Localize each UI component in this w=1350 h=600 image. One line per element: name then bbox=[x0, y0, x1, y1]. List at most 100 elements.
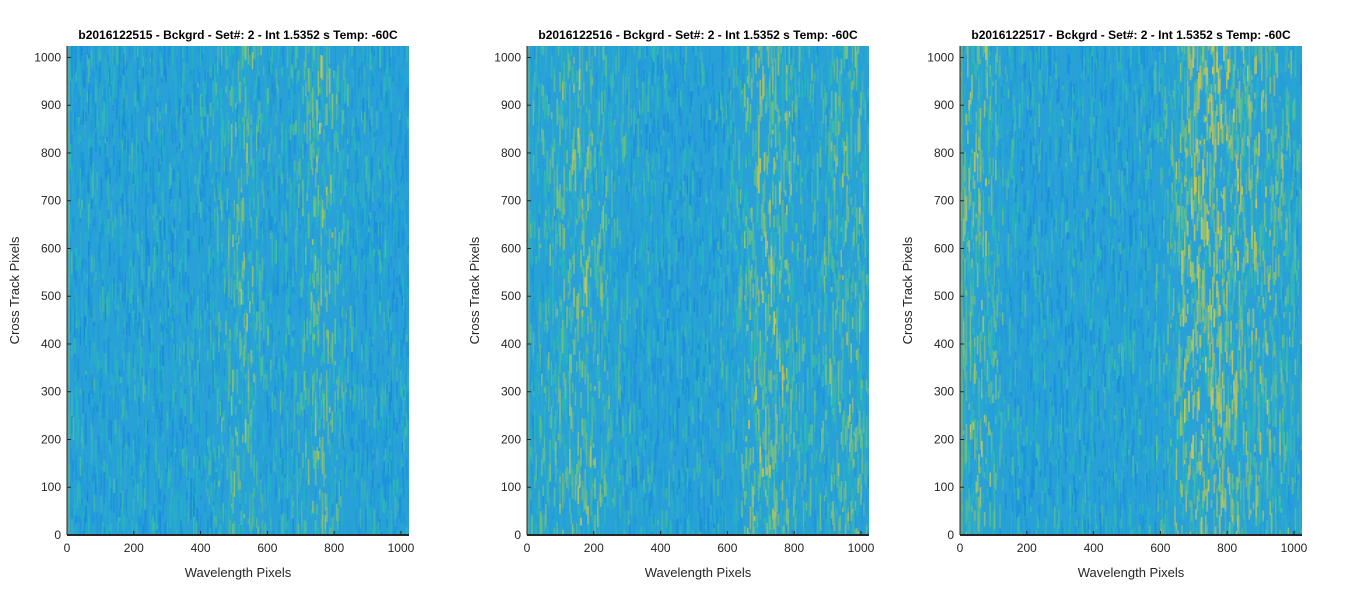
heatmap-cell bbox=[221, 515, 223, 526]
heatmap-cell bbox=[323, 210, 325, 220]
heatmap-cell bbox=[72, 178, 75, 199]
heatmap-cell bbox=[405, 200, 408, 224]
heatmap-cell bbox=[274, 216, 276, 224]
heatmap-cell bbox=[152, 271, 155, 283]
heatmap-cell bbox=[351, 399, 353, 424]
heatmap-cell bbox=[207, 460, 209, 474]
heatmap-cell bbox=[159, 510, 162, 535]
heatmap-cell bbox=[281, 209, 283, 227]
heatmap-cell bbox=[85, 346, 87, 353]
heatmap-cell bbox=[244, 360, 247, 366]
heatmap-cell bbox=[299, 225, 302, 234]
heatmap-cell bbox=[169, 163, 171, 189]
heatmap-cell bbox=[541, 420, 543, 440]
heatmap-cell bbox=[366, 442, 369, 466]
heatmap-cell bbox=[563, 85, 566, 99]
heatmap-cell bbox=[335, 103, 338, 121]
heatmap-cell bbox=[160, 192, 163, 201]
heatmap-cell bbox=[221, 127, 223, 151]
heatmap-cell bbox=[76, 328, 79, 338]
heatmap-cell bbox=[176, 229, 178, 253]
heatmap-cell bbox=[226, 69, 229, 76]
heatmap-cell bbox=[176, 494, 178, 519]
heatmap-cell bbox=[93, 351, 96, 363]
heatmap-cell bbox=[536, 87, 539, 107]
heatmap-cell bbox=[338, 150, 341, 171]
heatmap-cell bbox=[128, 462, 131, 487]
heatmap-cell bbox=[111, 81, 114, 105]
heatmap-cell bbox=[559, 447, 561, 454]
heatmap-cell bbox=[243, 56, 246, 63]
heatmap-cell bbox=[334, 474, 337, 479]
heatmap-cell bbox=[281, 425, 283, 449]
heatmap-cell bbox=[205, 94, 208, 111]
heatmap-cell bbox=[230, 277, 233, 300]
heatmap-cell bbox=[72, 341, 75, 355]
heatmap-cell bbox=[333, 359, 335, 384]
heatmap-cell bbox=[557, 319, 560, 345]
heatmap-cell bbox=[141, 262, 143, 269]
heatmap-cell bbox=[198, 235, 201, 253]
heatmap-cell bbox=[408, 351, 409, 373]
heatmap-cell bbox=[117, 240, 120, 257]
heatmap-cell bbox=[405, 235, 408, 252]
heatmap-cell bbox=[292, 518, 295, 533]
heatmap-cell bbox=[247, 254, 250, 262]
heatmap-cell bbox=[292, 243, 295, 258]
heatmap-cell bbox=[173, 514, 176, 520]
heatmap-cell bbox=[106, 136, 108, 142]
heatmap-cell bbox=[356, 275, 359, 282]
heatmap-cell bbox=[342, 411, 345, 436]
heatmap-cell bbox=[401, 420, 404, 428]
heatmap-cell bbox=[552, 147, 554, 153]
heatmap-cell bbox=[394, 224, 397, 233]
heatmap-cell bbox=[169, 64, 171, 89]
heatmap-cell bbox=[79, 357, 82, 370]
heatmap-cell bbox=[319, 268, 321, 277]
heatmap-cell bbox=[222, 358, 225, 378]
heatmap-cell bbox=[130, 258, 132, 267]
heatmap-cell bbox=[219, 416, 222, 425]
heatmap-cell bbox=[563, 254, 566, 262]
heatmap-cell bbox=[359, 447, 362, 473]
heatmap-cell bbox=[317, 330, 320, 347]
heatmap-cell bbox=[212, 457, 215, 483]
heatmap-cell bbox=[549, 359, 552, 374]
heatmap-cell bbox=[237, 381, 240, 406]
heatmap-cell bbox=[239, 291, 241, 312]
heatmap-cell bbox=[564, 140, 567, 153]
heatmap-cell bbox=[534, 267, 536, 294]
heatmap-cell bbox=[148, 166, 150, 182]
heatmap-cell bbox=[321, 86, 324, 111]
heatmap-cell bbox=[291, 448, 293, 457]
heatmap-cell bbox=[531, 136, 533, 146]
heatmap-cell bbox=[254, 429, 257, 440]
heatmap-cell bbox=[141, 346, 143, 368]
heatmap-cell bbox=[320, 55, 323, 79]
heatmap-cell bbox=[299, 128, 302, 150]
heatmap-cell bbox=[382, 174, 384, 188]
heatmap-cell bbox=[541, 83, 543, 97]
heatmap-cell bbox=[124, 202, 127, 220]
heatmap-cell bbox=[274, 460, 276, 472]
heatmap-cell bbox=[110, 342, 113, 350]
heatmap-cell bbox=[176, 299, 178, 314]
heatmap-cell bbox=[251, 472, 254, 477]
heatmap-cell bbox=[89, 390, 92, 412]
heatmap-cell bbox=[531, 246, 533, 269]
heatmap-cell bbox=[267, 421, 269, 446]
heatmap-cell bbox=[237, 114, 240, 129]
heatmap-cell bbox=[543, 119, 546, 139]
heatmap-cell bbox=[107, 72, 110, 85]
heatmap-cell bbox=[275, 194, 278, 209]
heatmap-cell bbox=[373, 372, 376, 380]
heatmap-cell bbox=[139, 503, 142, 516]
heatmap-cell bbox=[373, 56, 376, 76]
heatmap-cell bbox=[142, 233, 145, 247]
heatmap-cell bbox=[529, 381, 532, 387]
heatmap-cell bbox=[277, 194, 279, 202]
heatmap-cell bbox=[223, 178, 226, 197]
heatmap-cell bbox=[219, 508, 222, 520]
heatmap-cell bbox=[155, 216, 157, 223]
heatmap-cell bbox=[299, 393, 302, 416]
